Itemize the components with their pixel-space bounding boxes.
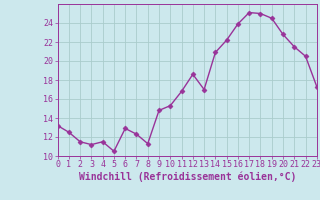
X-axis label: Windchill (Refroidissement éolien,°C): Windchill (Refroidissement éolien,°C) — [78, 172, 296, 182]
